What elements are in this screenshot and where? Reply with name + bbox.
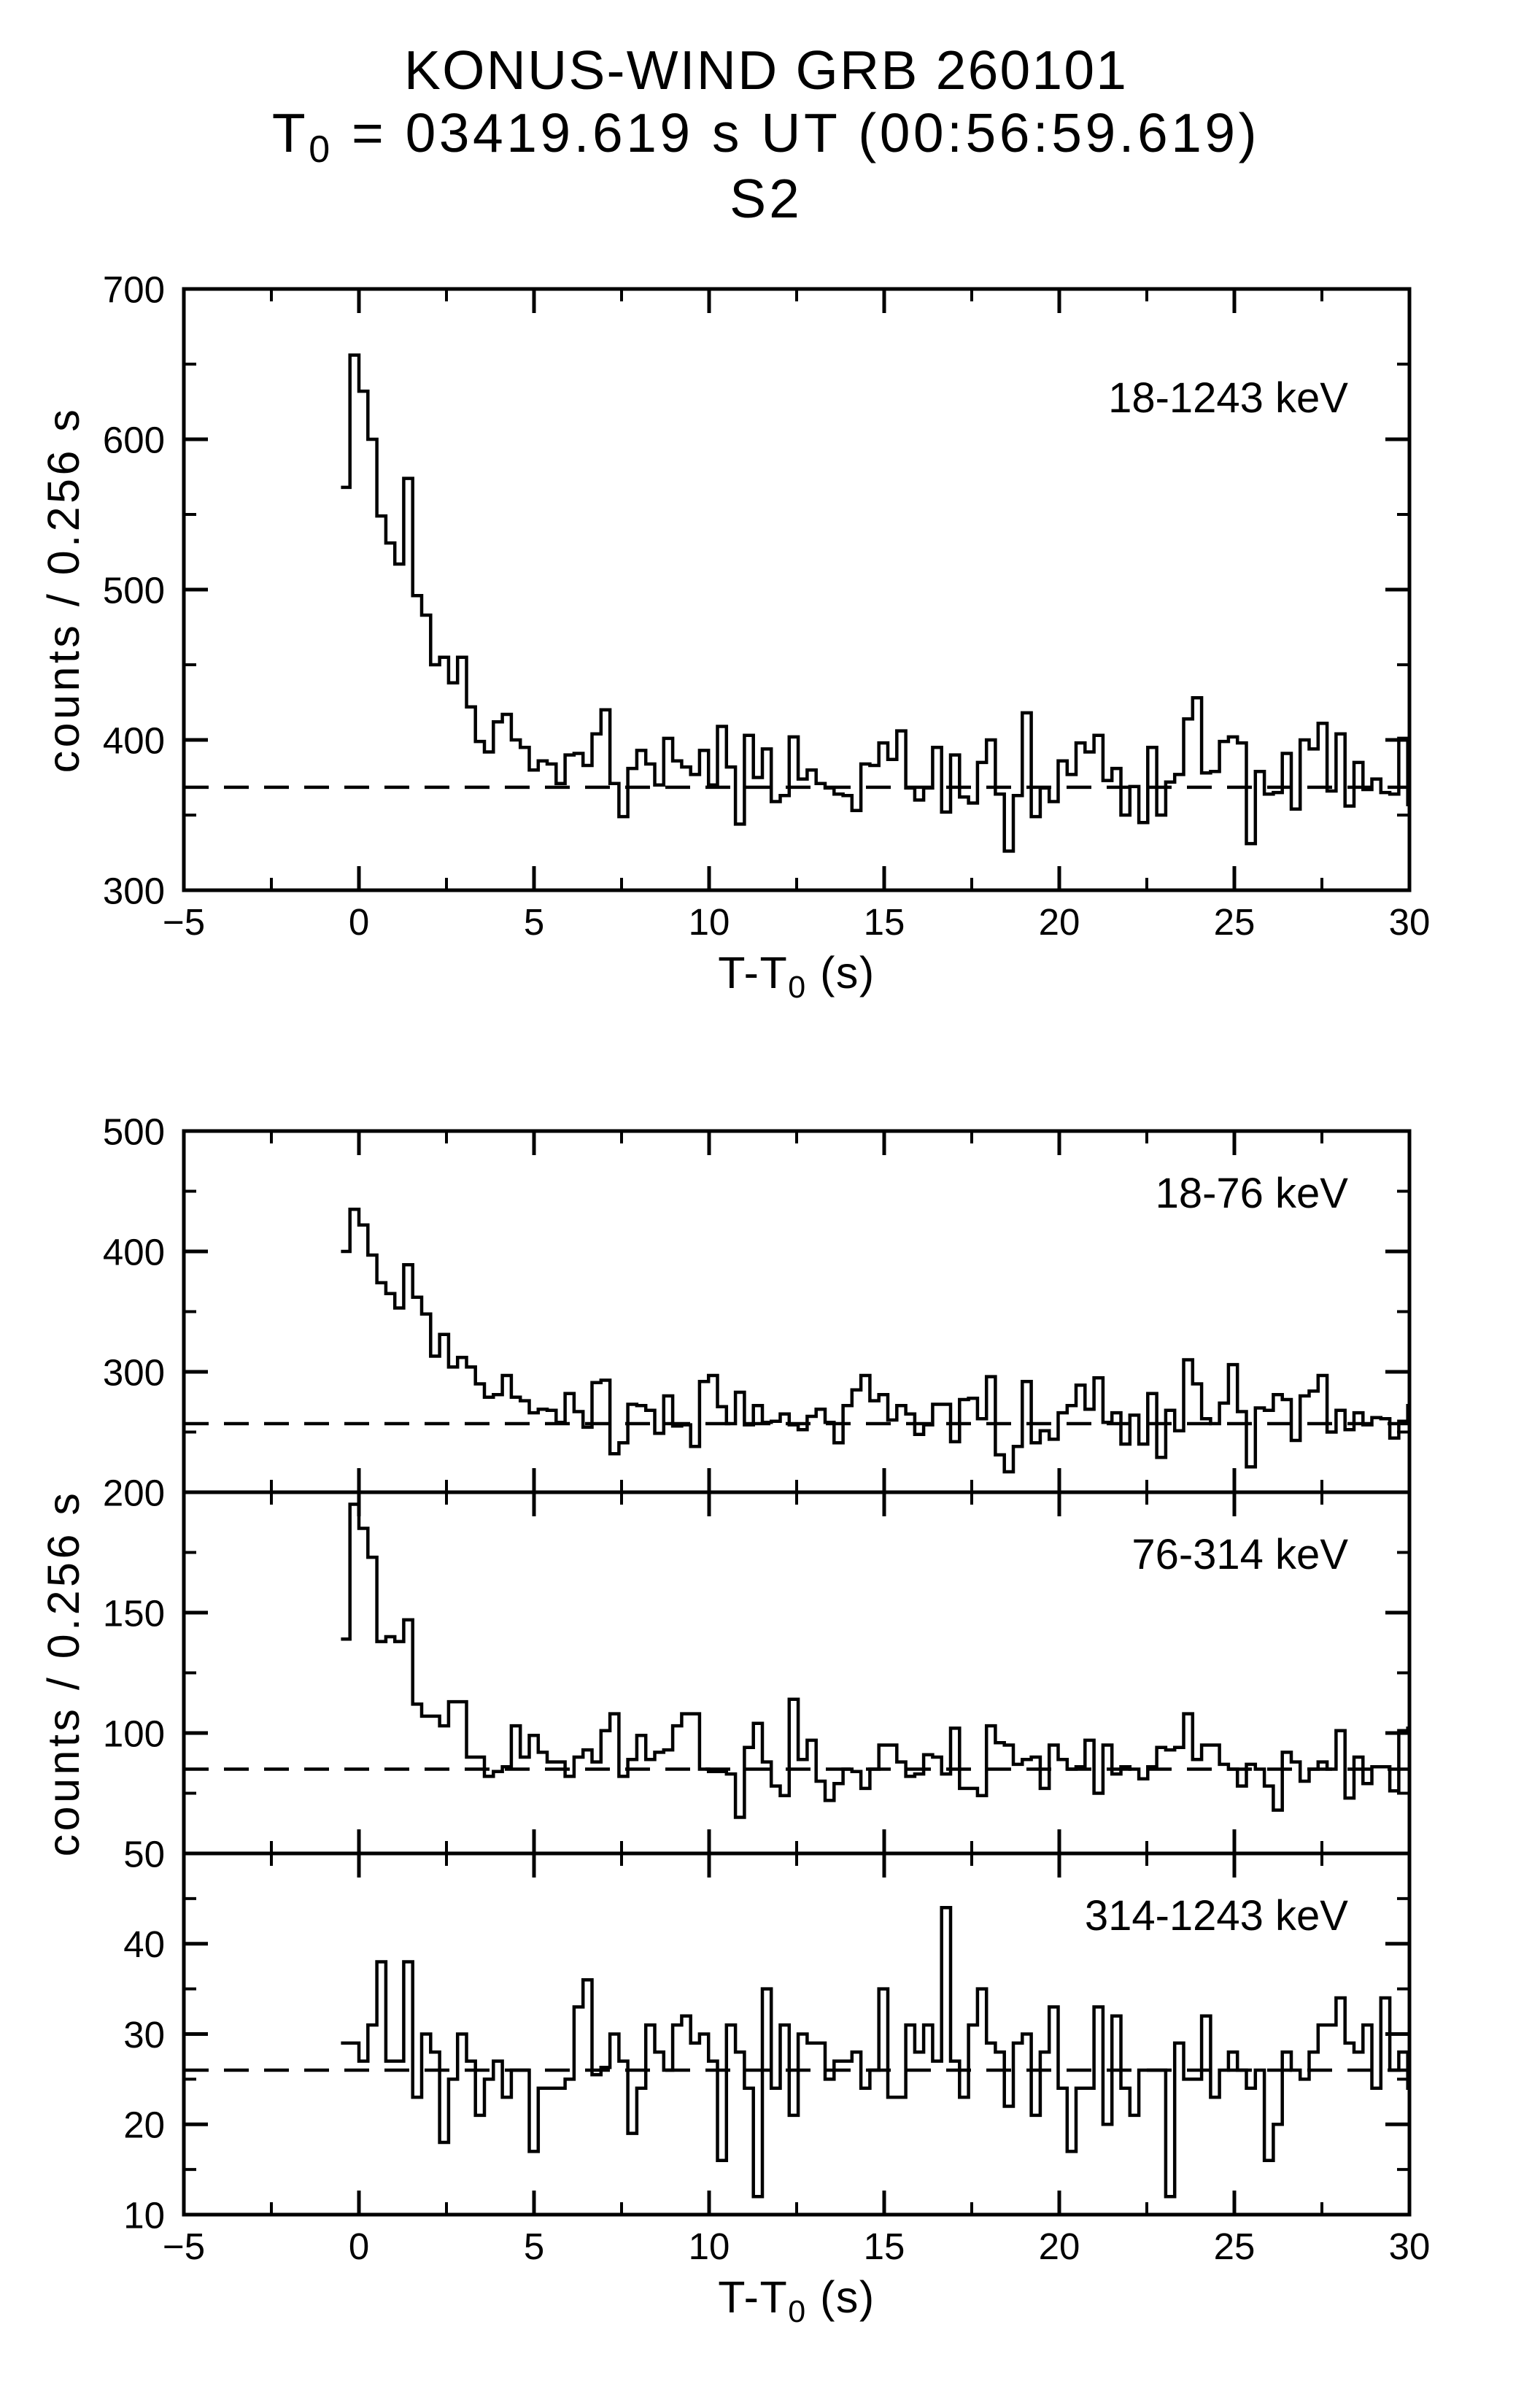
svg-text:40: 40 (123, 1923, 165, 1965)
svg-text:15: 15 (864, 2226, 905, 2267)
svg-text:400: 400 (103, 1231, 165, 1273)
svg-text:25: 25 (1214, 2226, 1256, 2267)
svg-text:500: 500 (103, 1111, 165, 1152)
svg-text:15: 15 (864, 901, 905, 943)
svg-text:10: 10 (689, 901, 730, 943)
svg-text:20: 20 (1039, 2226, 1080, 2267)
svg-text:20: 20 (123, 2104, 165, 2146)
svg-text:18-1243 keV: 18-1243 keV (1108, 374, 1348, 422)
svg-text:30: 30 (1389, 901, 1431, 943)
svg-text:200: 200 (103, 1472, 165, 1513)
svg-text:76-314 keV: 76-314 keV (1131, 1531, 1348, 1578)
svg-text:−5: −5 (163, 2226, 205, 2267)
svg-text:400: 400 (103, 719, 165, 761)
svg-text:5: 5 (524, 2226, 544, 2267)
svg-text:50: 50 (123, 1833, 165, 1875)
svg-text:30: 30 (123, 2014, 165, 2056)
svg-text:T-T0 (s): T-T0 (s) (718, 948, 875, 1005)
svg-text:18-76 keV: 18-76 keV (1156, 1170, 1349, 1217)
svg-text:500: 500 (103, 569, 165, 611)
svg-text:−5: −5 (163, 901, 205, 943)
svg-text:5: 5 (524, 901, 544, 943)
svg-text:300: 300 (103, 870, 165, 911)
svg-text:20: 20 (1039, 901, 1080, 943)
svg-text:counts / 0.256 s: counts / 0.256 s (39, 406, 88, 773)
svg-text:KONUS-WIND GRB 260101: KONUS-WIND GRB 260101 (404, 39, 1128, 101)
svg-text:100: 100 (103, 1713, 165, 1754)
svg-text:150: 150 (103, 1592, 165, 1634)
svg-text:S2: S2 (730, 168, 802, 229)
svg-text:600: 600 (103, 419, 165, 460)
svg-text:T0 = 03419.619 s UT (00:56:59.: T0 = 03419.619 s UT (00:56:59.619) (272, 102, 1260, 171)
svg-text:10: 10 (123, 2194, 165, 2236)
svg-text:700: 700 (103, 269, 165, 310)
svg-text:0: 0 (349, 2226, 369, 2267)
svg-text:314-1243 keV: 314-1243 keV (1085, 1892, 1348, 1940)
svg-text:0: 0 (349, 901, 369, 943)
svg-text:10: 10 (689, 2226, 730, 2267)
svg-text:300: 300 (103, 1351, 165, 1393)
svg-text:30: 30 (1389, 2226, 1431, 2267)
svg-text:25: 25 (1214, 901, 1256, 943)
svg-text:counts / 0.256 s: counts / 0.256 s (39, 1490, 88, 1857)
